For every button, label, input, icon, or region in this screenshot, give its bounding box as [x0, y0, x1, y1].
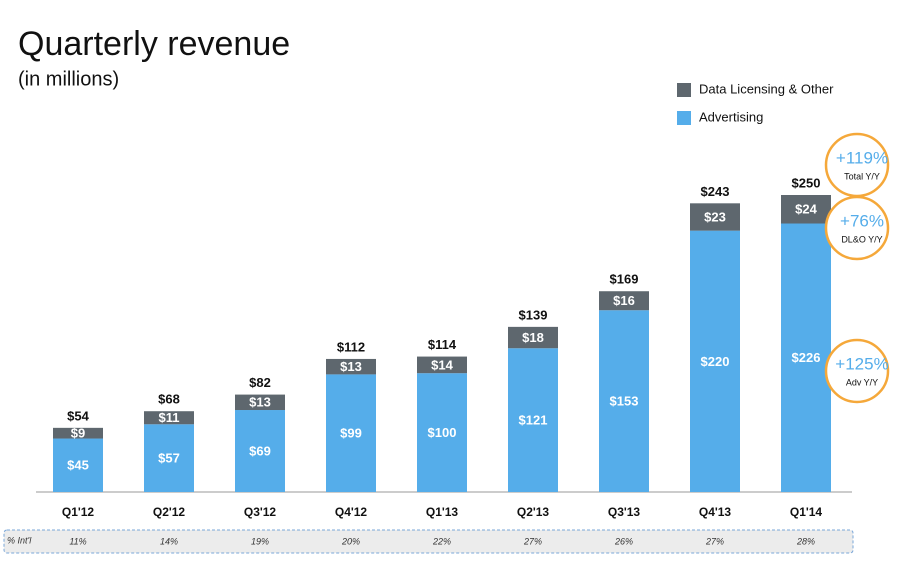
segment-label: $153	[610, 394, 639, 409]
intl-value: 26%	[614, 536, 633, 546]
bar-segment	[235, 410, 285, 492]
x-tick-label: Q1'12	[62, 505, 95, 519]
intl-label: % Int'l	[7, 535, 32, 545]
intl-value: 27%	[705, 536, 724, 546]
segment-label: $69	[249, 443, 271, 458]
bar-segment	[53, 438, 103, 492]
x-tick-label: Q4'12	[335, 505, 368, 519]
total-label: $243	[701, 184, 730, 199]
bar-segment	[53, 427, 103, 439]
segment-label: $99	[340, 426, 362, 441]
chart-subtitle: (in millions)	[18, 68, 119, 90]
bar-segment	[144, 411, 194, 425]
bar-segment	[235, 394, 285, 411]
bar-segment	[417, 356, 467, 374]
segment-label: $24	[795, 202, 817, 217]
total-label: $54	[67, 408, 89, 423]
annotation-circle	[824, 338, 890, 404]
bar-segment	[690, 203, 740, 231]
bar-segment	[417, 373, 467, 492]
annotation-text: +119%	[836, 148, 888, 167]
intl-value: 22%	[432, 536, 451, 546]
legend-swatch	[677, 111, 691, 125]
segment-label: $16	[613, 293, 635, 308]
intl-value: 14%	[160, 536, 178, 546]
legend-swatch	[677, 83, 691, 97]
x-tick-label: Q2'12	[153, 505, 186, 519]
intl-value: 28%	[796, 536, 815, 546]
bar-segment	[781, 223, 831, 492]
segment-label: $220	[701, 354, 730, 369]
intl-value: 20%	[341, 536, 360, 546]
legend-label: Data Licensing & Other	[699, 81, 834, 96]
x-tick-label: Q3'12	[244, 505, 277, 519]
segment-label: $226	[792, 350, 821, 365]
x-tick-label: Q4'13	[699, 505, 732, 519]
bar-segment	[144, 424, 194, 492]
intl-value: 11%	[69, 536, 86, 546]
chart-title: Quarterly revenue	[18, 25, 290, 63]
total-label: $169	[610, 272, 639, 287]
total-label: $68	[158, 392, 180, 407]
annotation-label: Adv Y/Y	[846, 377, 878, 387]
legend-label: Advertising	[699, 109, 763, 124]
total-label: $139	[519, 307, 548, 322]
bar-segment	[599, 310, 649, 492]
intl-row	[3, 529, 854, 554]
segment-label: $57	[158, 451, 180, 466]
bar-segment	[508, 326, 558, 349]
bar-segment	[690, 230, 740, 492]
annotation-circle	[824, 195, 890, 261]
x-tick-label: Q1'13	[426, 505, 459, 519]
bar-segment	[326, 374, 376, 492]
segment-label: $13	[249, 395, 271, 410]
bar-segment	[781, 195, 831, 224]
x-tick-label: Q3'13	[608, 505, 641, 519]
segment-label: $13	[340, 359, 362, 374]
annotation-label: Total Y/Y	[844, 171, 880, 181]
segment-label: $11	[159, 410, 180, 425]
segment-label: $45	[67, 458, 89, 473]
segment-label: $18	[522, 330, 544, 345]
total-label: $112	[337, 339, 365, 354]
intl-value: 27%	[523, 536, 542, 546]
segment-label: $121	[519, 413, 548, 428]
x-tick-label: Q1'14	[790, 505, 823, 519]
annotation-label: DL&O Y/Y	[841, 234, 882, 244]
total-label: $250	[792, 175, 821, 190]
x-tick-label: Q2'13	[517, 505, 550, 519]
intl-value: 19%	[251, 536, 269, 546]
bar-segment	[508, 348, 558, 492]
segment-label: $14	[431, 357, 453, 372]
bar-segment	[599, 291, 649, 311]
bar-segment	[326, 358, 376, 375]
segment-label: $9	[71, 426, 85, 441]
annotation-text: +76%	[840, 211, 884, 230]
segment-label: $23	[704, 209, 726, 224]
annotation-text: +125%	[835, 354, 888, 373]
segment-label: $100	[428, 425, 457, 440]
total-label: $82	[249, 375, 271, 390]
total-label: $114	[428, 337, 457, 352]
